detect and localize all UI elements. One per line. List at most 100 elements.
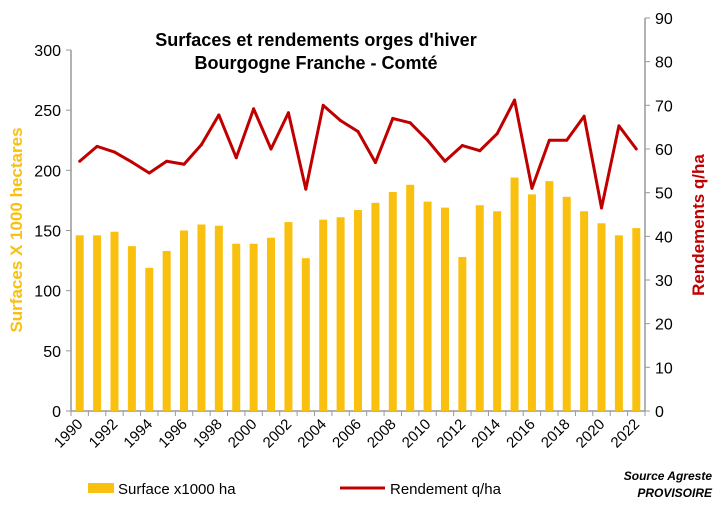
rendement-point-2021 [617,124,621,128]
y2-tick-label: 50 [655,186,673,203]
y-tick-label: 100 [34,284,61,301]
x-tick-label: 2012 [434,416,470,452]
rendement-point-1992 [112,150,116,154]
x-tick-label: 1990 [51,416,87,452]
y2-tick-label: 0 [655,404,664,421]
rendement-point-2011 [443,159,447,163]
y2-axis-label: Rendements q/ha [689,154,708,296]
bar-2013 [475,205,484,411]
bar-2014 [493,211,502,411]
rendement-point-1991 [95,144,99,148]
bar-2019 [580,211,589,411]
y2-tick-label: 80 [655,55,673,72]
bar-2018 [562,196,571,411]
bar-2003 [301,258,310,411]
bar-1995 [162,250,171,411]
y2-tick-label: 30 [655,273,673,290]
bar-1997 [197,224,206,411]
bar-2004 [319,219,328,411]
rendement-point-2017 [547,138,551,142]
y-tick-label: 300 [34,43,61,60]
bar-2011 [440,207,449,411]
rendement-point-1996 [182,162,186,166]
y2-tick-label: 70 [655,98,673,115]
rendement-point-2015 [513,98,517,102]
bar-2007 [371,202,380,411]
bar-2017 [545,181,554,411]
rendement-point-1990 [78,159,82,163]
x-tick-label: 1992 [86,416,122,452]
y2-tick-label: 60 [655,142,673,159]
rendement-point-2019 [582,114,586,118]
x-tick-label: 2006 [329,416,365,452]
bar-1992 [110,231,119,411]
y-axis-label: Surfaces X 1000 hectares [7,127,26,332]
rendement-point-2016 [530,186,534,190]
y-tick-label: 200 [34,163,61,180]
bar-1994 [145,267,154,411]
bar-2020 [597,223,606,411]
rendement-point-2018 [565,138,569,142]
legend-surface-swatch [88,483,114,493]
bar-1991 [93,235,102,411]
y2-tick-label: 20 [655,317,673,334]
bar-2002 [284,222,293,411]
bar-1999 [232,243,241,411]
rendement-point-1998 [217,113,221,117]
rendement-point-1999 [234,156,238,160]
rendement-point-2012 [460,144,464,148]
rendement-point-1997 [199,143,203,147]
bar-1998 [214,225,223,411]
bar-2005 [336,217,345,411]
legend-surface-label: Surface x1000 ha [118,481,236,498]
rendement-point-2006 [356,130,360,134]
x-tick-label: 2016 [503,416,539,452]
rendement-point-2009 [408,121,412,125]
y2-tick-label: 40 [655,229,673,246]
chart-subtitle: Bourgogne Franche - Comté [194,53,437,73]
rendement-point-2001 [269,147,273,151]
legend-rendement-label: Rendement q/ha [390,481,502,498]
chart-title: Surfaces et rendements orges d'hiver [155,30,476,50]
bar-2000 [249,243,258,411]
x-tick-label: 1998 [190,416,226,452]
bar-1996 [180,230,189,411]
x-tick-label: 2004 [294,416,330,452]
x-tick-label: 2022 [608,416,644,452]
rendement-point-2010 [426,138,430,142]
rendement-point-2008 [391,116,395,120]
bar-2006 [354,210,362,411]
rendement-point-2022 [634,147,638,151]
x-tick-label: 2018 [538,416,574,452]
x-tick-label: 2008 [364,416,400,452]
rendement-point-2014 [495,132,499,136]
y-tick-label: 0 [52,404,61,421]
rendement-point-2020 [600,206,604,210]
bar-1990 [75,235,84,411]
bar-2016 [527,194,536,411]
y2-tick-label: 90 [655,11,673,28]
bar-2001 [267,237,276,411]
bar-1993 [127,246,136,411]
status-text: PROVISOIRE [637,486,713,500]
y-tick-label: 150 [34,224,61,241]
rendement-point-1994 [147,171,151,175]
y-tick-label: 50 [43,344,61,361]
x-tick-label: 2020 [573,416,609,452]
x-tick-label: 1994 [120,416,156,452]
rendement-point-2004 [321,103,325,107]
rendement-point-2003 [304,187,308,191]
rendement-point-2013 [478,149,482,153]
bar-2015 [510,177,519,411]
x-tick-label: 1996 [155,416,191,452]
x-tick-label: 2002 [260,416,296,452]
rendement-point-2005 [339,119,343,123]
x-tick-label: 2010 [399,416,435,452]
x-tick-label: 2000 [225,416,261,452]
bar-2022 [632,228,641,411]
bar-2010 [423,201,432,411]
bar-2009 [406,184,415,411]
rendement-point-1993 [130,160,134,164]
